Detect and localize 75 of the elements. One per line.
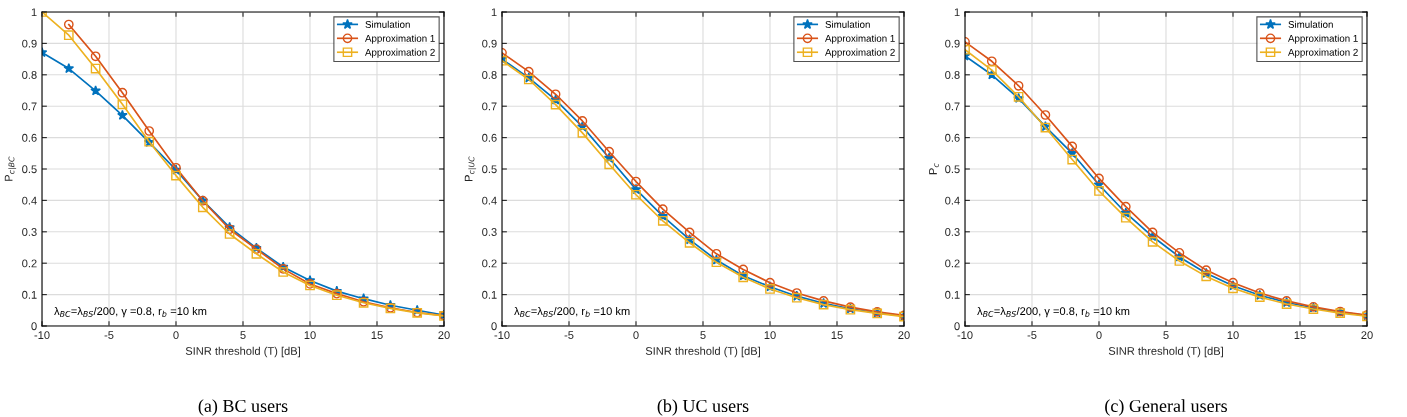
y-tick-label: 0.4 — [945, 196, 960, 205]
y-tick-label: 0 — [491, 322, 497, 331]
y-tick-label: 0.1 — [22, 290, 37, 299]
y-tick-label: 0 — [954, 322, 960, 331]
x-tick-label: 5 — [240, 331, 246, 340]
y-tick-label: 0.9 — [482, 39, 497, 48]
y-tick-label: 0.1 — [945, 290, 960, 299]
y-tick-label: 0.1 — [482, 290, 497, 299]
text: (c) General users — [1105, 399, 1227, 416]
x-tick-label: -5 — [564, 331, 574, 340]
y-tick-label: 0.3 — [22, 228, 37, 236]
x-tick-label: -10 — [494, 331, 510, 340]
y-tick-label: 1 — [31, 8, 37, 17]
x-axis-title: SINR threshold (T) [dB] — [185, 346, 300, 358]
y-tick-label: 0.3 — [482, 228, 497, 236]
legend-label: Simulation — [1288, 20, 1333, 28]
y-tick-label: 0.8 — [945, 71, 960, 79]
legend-label: Approximation 1 — [365, 34, 435, 44]
y-tick-label: 0.4 — [482, 196, 497, 205]
y-tick-label: 0.5 — [945, 165, 960, 174]
y-tick-label: 0.8 — [482, 71, 497, 79]
y-tick-label: 0.9 — [22, 39, 37, 48]
y-tick-label: 0.7 — [482, 102, 497, 111]
x-tick-label: 0 — [633, 331, 639, 340]
annotation: λ$_{BC}$=λ$_{BS}$/200, γ =0.8, r$_{b}$ =10 km — [977, 306, 1130, 318]
y-tick-label: 1 — [954, 8, 960, 17]
y-tick-label: 0 — [31, 322, 37, 331]
x-tick-label: -10 — [34, 331, 50, 340]
x-tick-label: 20 — [438, 331, 450, 340]
y-tick-label: 0.4 — [22, 196, 37, 205]
y-tick-label: 0.6 — [482, 133, 497, 142]
x-tick-label: 5 — [1163, 331, 1169, 340]
y-axis-title: P$_{c}$ — [929, 163, 939, 175]
x-tick-label: 15 — [1294, 331, 1306, 340]
x-tick-label: -10 — [957, 331, 973, 340]
y-tick-label: 0.2 — [22, 259, 37, 268]
y-tick-label: 1 — [491, 8, 497, 17]
text: (b) UC users — [657, 399, 749, 416]
y-tick-label: 0.8 — [22, 71, 37, 79]
y-tick-label: 0.7 — [22, 102, 37, 111]
annotation: λ$_{BC}$=λ$_{BS}$/200, γ =0.8, r$_{b}$ =10 km — [54, 306, 207, 318]
legend-label: Approximation 2 — [825, 48, 895, 58]
y-tick-label: 0.6 — [945, 133, 960, 142]
x-tick-label: 15 — [831, 331, 843, 340]
y-tick-label: 0.9 — [945, 39, 960, 48]
y-tick-label: 0.2 — [945, 259, 960, 268]
legend-label: Approximation 1 — [825, 34, 895, 44]
y-tick-label: 0.5 — [22, 165, 37, 174]
x-axis-title: SINR threshold (T) [dB] — [645, 346, 760, 358]
x-tick-label: 5 — [700, 331, 706, 340]
x-axis-title: SINR threshold (T) [dB] — [1108, 346, 1223, 358]
y-tick-label: 0.5 — [482, 165, 497, 174]
x-tick-label: 10 — [764, 331, 776, 340]
y-tick-label: 0.7 — [945, 102, 960, 111]
legend-label: Approximation 1 — [1288, 34, 1358, 44]
x-tick-label: 10 — [1227, 331, 1239, 340]
x-tick-label: 0 — [1096, 331, 1102, 340]
y-tick-label: 0.3 — [945, 228, 960, 236]
text: (a) BC users — [198, 399, 288, 416]
legend-label: Simulation — [825, 20, 870, 28]
x-tick-label: 15 — [371, 331, 383, 340]
x-tick-label: 10 — [304, 331, 316, 340]
y-axis-title: P$_{c|UC}$ — [464, 156, 477, 182]
legend-label: Approximation 2 — [1288, 48, 1358, 58]
x-tick-label: 20 — [898, 331, 910, 340]
x-tick-label: 20 — [1361, 331, 1373, 340]
x-tick-label: 0 — [173, 331, 179, 340]
y-tick-label: 0.2 — [482, 259, 497, 268]
y-tick-label: 0.6 — [22, 133, 37, 142]
x-tick-label: -5 — [104, 331, 114, 340]
annotation: λ$_{BC}$=λ$_{BS}$/200, r$_{b}$ =10 km — [514, 306, 630, 317]
legend-label: Simulation — [365, 20, 410, 28]
legend-label: Approximation 2 — [365, 48, 435, 58]
y-axis-title: P$_{c|BC}$ — [4, 156, 17, 181]
x-tick-label: -5 — [1027, 331, 1037, 340]
